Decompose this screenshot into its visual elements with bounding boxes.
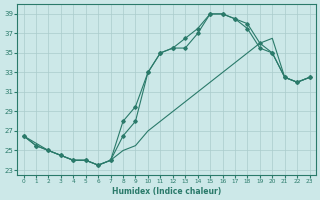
X-axis label: Humidex (Indice chaleur): Humidex (Indice chaleur) (112, 187, 221, 196)
